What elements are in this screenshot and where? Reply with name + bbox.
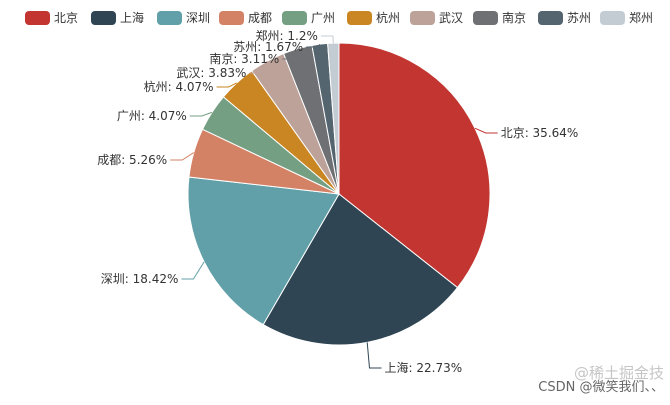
leader-line-0	[474, 127, 498, 134]
leader-line-9	[320, 35, 334, 44]
slice-label-1: 上海: 22.73%	[385, 360, 463, 375]
legend-label: 深圳	[186, 11, 210, 25]
legend-label: 杭州	[376, 10, 400, 25]
legend-item-1[interactable]: 上海	[91, 10, 144, 25]
legend-swatch	[219, 11, 244, 25]
legend-swatch	[157, 11, 182, 25]
slice-label-4: 广州: 4.07%	[117, 109, 187, 123]
leader-line-7	[282, 48, 299, 60]
legend-item-2[interactable]: 深圳	[157, 11, 210, 25]
slice-labels: 北京: 35.64% 上海: 22.73% 深圳: 18.42% 成都: 5.26% 广…	[97, 28, 578, 375]
legend-swatch	[282, 11, 307, 25]
leader-line-2	[181, 261, 205, 280]
legend-label: 成都	[248, 11, 272, 25]
slice-label-5: 杭州: 4.07%	[144, 79, 214, 94]
legend-item-9[interactable]: 郑州	[600, 10, 653, 25]
legend-swatch	[473, 11, 498, 25]
leader-line-6	[249, 60, 268, 74]
legend-swatch	[25, 11, 50, 25]
legend-item-4[interactable]: 广州	[282, 11, 335, 25]
legend-swatch	[91, 11, 116, 25]
legend-swatch	[347, 11, 372, 25]
slice-2[interactable]	[187, 176, 340, 326]
legend-item-0[interactable]: 北京	[25, 11, 78, 25]
leader-line-4	[189, 111, 213, 117]
legend-item-8[interactable]: 苏州	[538, 11, 591, 25]
leader-line-3	[170, 152, 195, 161]
watermark-juejin: @稀土掘金技	[573, 364, 664, 382]
legend-swatch	[410, 11, 435, 25]
leader-line-5	[216, 82, 237, 88]
legend-label: 广州	[311, 11, 335, 25]
slice-label-7: 南京: 3.11%	[209, 51, 279, 66]
leader-line-1	[366, 342, 382, 369]
slice-label-9: 郑州: 1.2%	[256, 28, 318, 43]
legend-item-7[interactable]: 南京	[473, 10, 526, 25]
watermark-csdn: CSDN @微笑我们、、	[538, 380, 664, 395]
slice-9[interactable]	[327, 42, 340, 195]
pie-slices	[187, 42, 491, 346]
slice-label-3: 成都: 5.26%	[97, 153, 167, 167]
legend: 北京 上海 深圳 成都 广州 杭州 武汉 南京 苏州 郑州	[25, 10, 653, 25]
slice-label-0: 北京: 35.64%	[501, 126, 579, 140]
legend-swatch	[600, 11, 625, 25]
legend-label: 北京	[54, 11, 78, 25]
slice-0[interactable]	[338, 42, 491, 289]
legend-swatch	[538, 11, 563, 25]
legend-label: 郑州	[629, 10, 653, 25]
slice-label-6: 武汉: 3.83%	[176, 66, 246, 80]
slice-label-2: 深圳: 18.42%	[101, 272, 179, 286]
legend-label: 上海	[120, 10, 144, 25]
leader-line-8	[306, 43, 321, 48]
legend-item-5[interactable]: 杭州	[347, 10, 400, 25]
legend-label: 南京	[502, 10, 526, 25]
slice-label-8: 苏州: 1.67%	[233, 40, 303, 54]
legend-label: 武汉	[439, 11, 463, 25]
legend-label: 苏州	[567, 11, 591, 25]
legend-item-6[interactable]: 武汉	[410, 11, 463, 25]
legend-item-3[interactable]: 成都	[219, 11, 272, 25]
